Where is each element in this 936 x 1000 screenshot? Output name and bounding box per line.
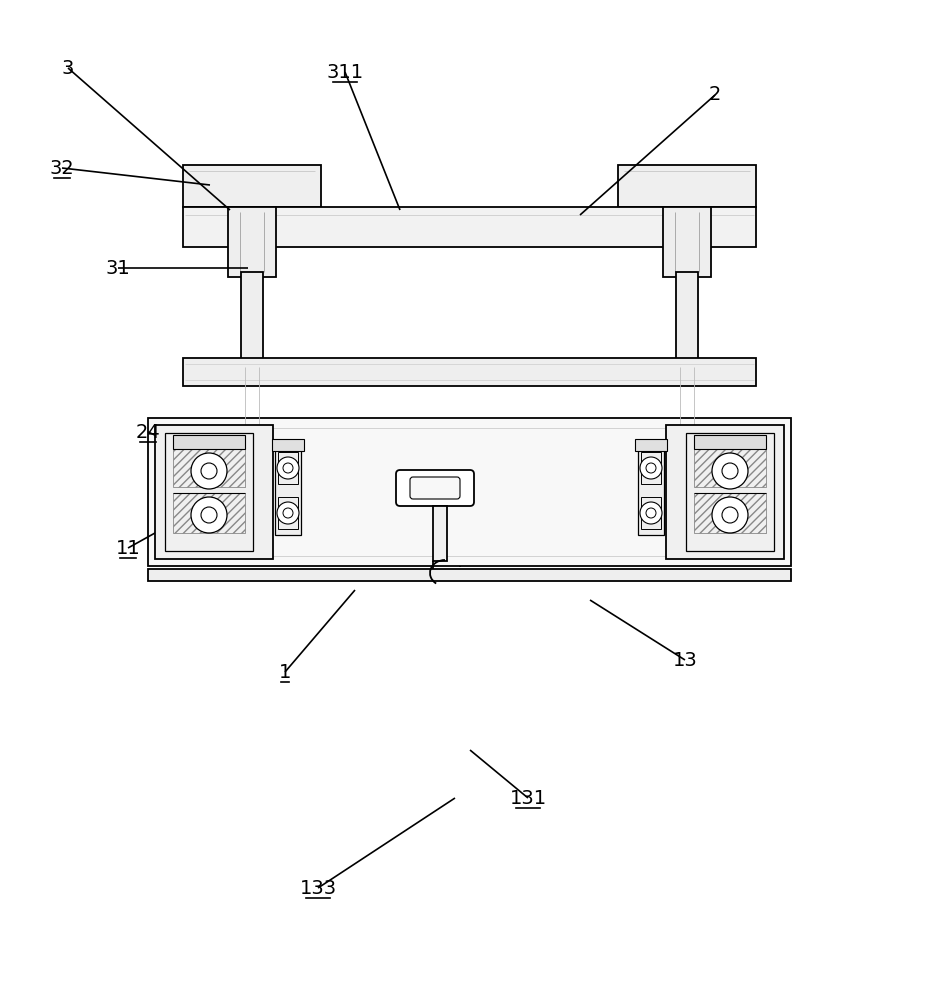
Bar [241,272,263,372]
Text: 24: 24 [136,422,160,442]
Bar [155,425,273,559]
Bar [663,207,711,277]
Circle shape [277,457,299,479]
Bar [641,497,661,529]
Text: 1: 1 [279,662,291,682]
Bar [278,452,298,484]
Circle shape [191,497,227,533]
Text: 2: 2 [709,86,721,104]
Text: 133: 133 [300,879,337,898]
Bar [183,165,321,207]
Bar [228,207,276,277]
Bar [183,207,756,247]
Bar [694,435,766,449]
FancyBboxPatch shape [396,470,474,506]
Bar [433,506,447,561]
Bar [173,435,245,449]
Bar [158,428,781,556]
Circle shape [712,453,748,489]
Circle shape [712,497,748,533]
Text: 31: 31 [106,258,130,277]
Bar [618,165,756,207]
Bar [148,418,791,566]
Circle shape [640,457,662,479]
Bar [165,433,253,551]
Bar [694,493,766,533]
Text: 11: 11 [116,538,140,558]
Bar [183,358,756,386]
Bar [686,433,774,551]
Bar [694,449,766,487]
Text: 3: 3 [62,58,74,78]
Bar [275,447,301,535]
Circle shape [277,502,299,524]
Bar [272,439,304,451]
Bar [278,497,298,529]
FancyBboxPatch shape [410,477,460,499]
Text: 32: 32 [50,158,74,178]
Text: 13: 13 [673,650,697,670]
Bar [666,425,784,559]
Text: 311: 311 [327,62,363,82]
Text: 131: 131 [509,788,547,808]
Circle shape [640,502,662,524]
Bar [676,272,698,372]
Bar [173,449,245,487]
Bar [638,447,664,535]
Circle shape [191,453,227,489]
Bar [173,493,245,533]
Bar [641,452,661,484]
Bar [148,569,791,581]
Bar [635,439,667,451]
